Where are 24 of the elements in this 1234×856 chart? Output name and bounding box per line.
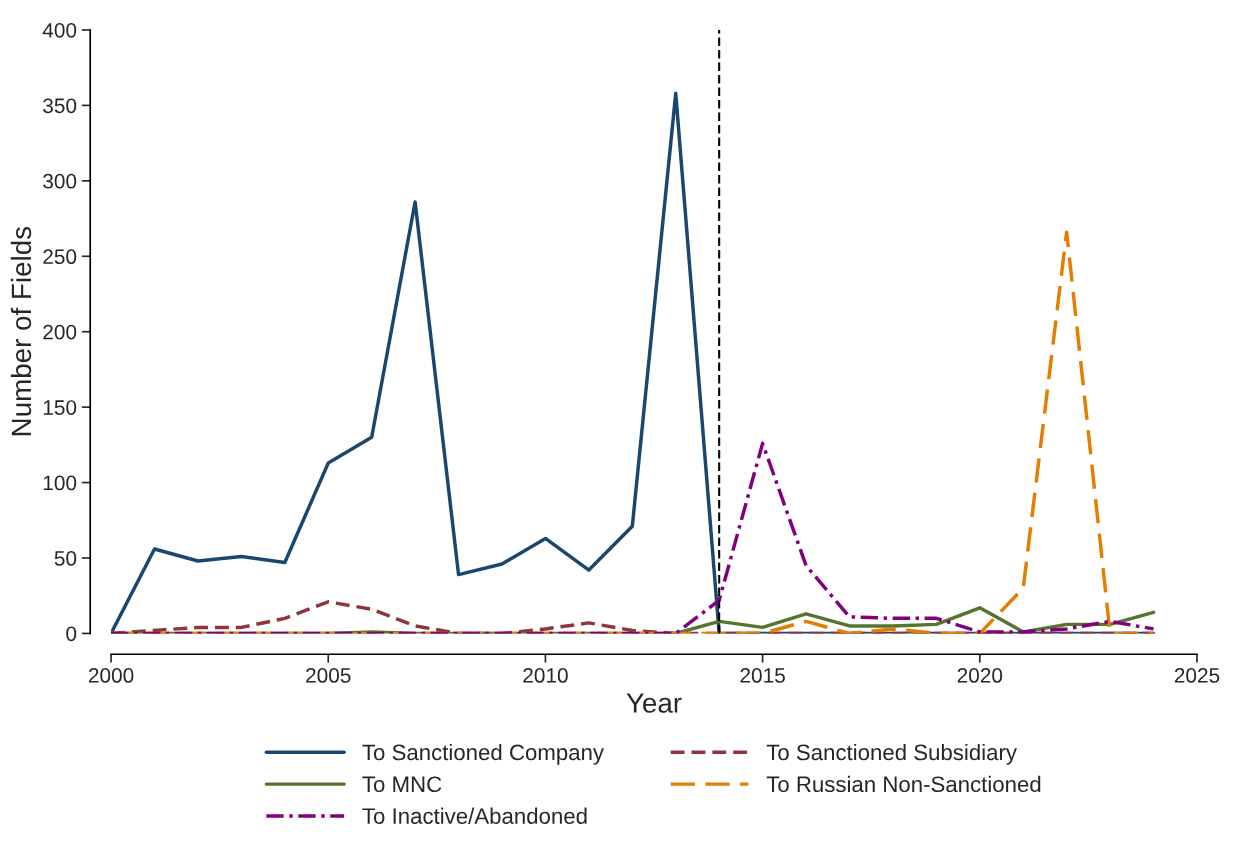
- y-tick-label: 350: [43, 98, 77, 114]
- y-tick-label: 400: [42, 22, 77, 38]
- y-tick-label: 100: [43, 475, 77, 491]
- y-tick-label: 300: [43, 173, 77, 189]
- line-series: [111, 91, 1156, 634]
- x-tick-label: 2005: [306, 668, 351, 683]
- y-tick-label: 250: [43, 249, 77, 265]
- x-tick-label: 2010: [523, 668, 568, 683]
- x-axis-title: Year: [626, 693, 682, 713]
- legend-label: To MNC: [362, 776, 442, 793]
- legend-label: To Sanctioned Company: [362, 743, 604, 765]
- legend-label: To Russian Non-Sanctioned: [766, 775, 1041, 793]
- legend-label: To Sanctioned Subsidiary: [766, 743, 1017, 765]
- y-tick-label: 200: [43, 324, 77, 340]
- y-tick-label: 150: [43, 400, 77, 415]
- y-tick-label: 50: [54, 551, 77, 566]
- legend-label: To Inactive/Abandoned: [362, 807, 587, 824]
- x-tick-label: 2020: [957, 668, 1003, 683]
- y-tick-label: 0: [66, 626, 77, 642]
- x-tick-label: 2025: [1174, 668, 1220, 683]
- y-axis-title: Number of Fields: [10, 226, 32, 436]
- x-tick-label: 2015: [740, 668, 785, 683]
- x-tick-label: 2000: [88, 668, 134, 683]
- line-series: [111, 441, 1156, 634]
